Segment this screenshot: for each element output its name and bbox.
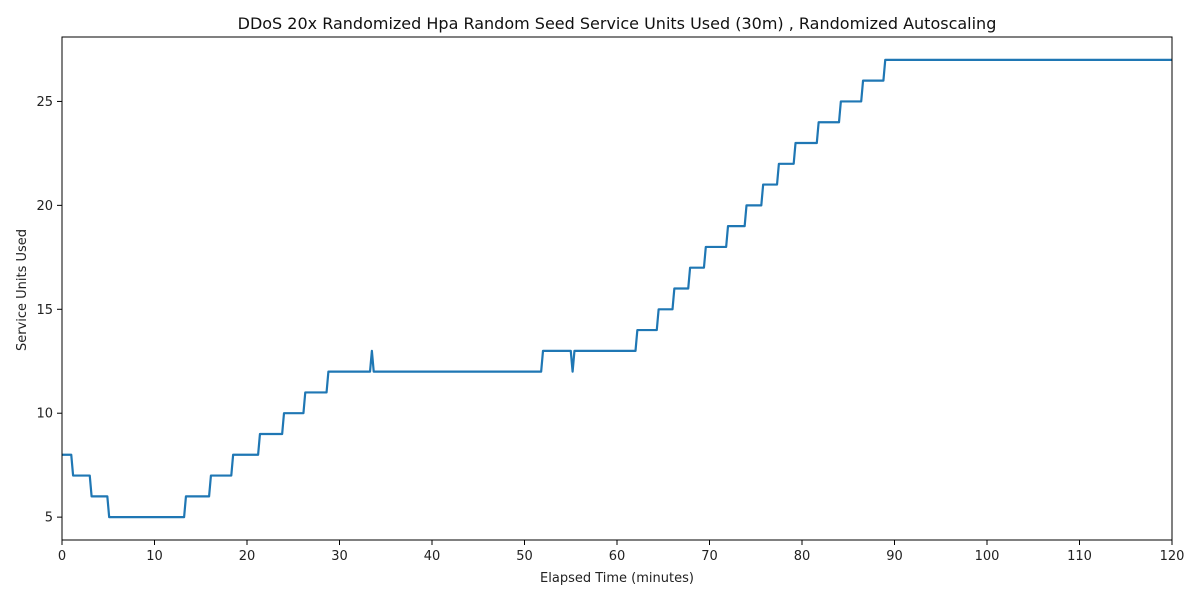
- x-tick-label: 110: [1067, 549, 1092, 564]
- x-tick-label: 90: [886, 549, 903, 564]
- x-tick-label: 30: [331, 549, 348, 564]
- x-tick-label: 0: [58, 549, 66, 564]
- y-tick-label: 25: [36, 95, 53, 110]
- x-axis-ticks: 0 10 20 30 40 50 60 70 80 90 100 110 120: [58, 540, 1185, 564]
- x-tick-label: 80: [794, 549, 811, 564]
- y-tick-label: 20: [36, 199, 53, 214]
- chart-title: DDoS 20x Randomized Hpa Random Seed Serv…: [238, 14, 997, 33]
- x-axis-label: Elapsed Time (minutes): [540, 571, 694, 586]
- y-tick-label: 5: [45, 511, 53, 526]
- x-tick-label: 50: [516, 549, 533, 564]
- axes-frame: [61, 36, 1173, 541]
- x-tick-label: 60: [609, 549, 626, 564]
- x-tick-label: 70: [701, 549, 718, 564]
- y-tick-label: 15: [36, 303, 53, 318]
- series-line-0: [62, 58, 1172, 519]
- plot-area: [61, 36, 1173, 541]
- x-tick-label: 120: [1160, 549, 1185, 564]
- y-axis-ticks: 5 10 15 20 25: [36, 95, 62, 526]
- x-tick-label: 100: [975, 549, 1000, 564]
- x-tick-label: 10: [146, 549, 163, 564]
- x-tick-label: 20: [239, 549, 256, 564]
- y-axis-label: Service Units Used: [15, 229, 30, 351]
- y-tick-label: 10: [36, 407, 53, 422]
- x-tick-label: 40: [424, 549, 441, 564]
